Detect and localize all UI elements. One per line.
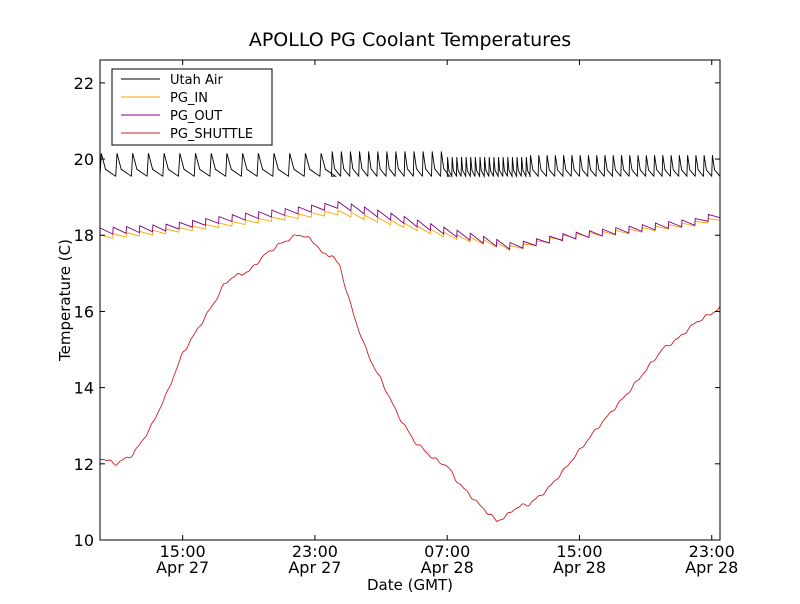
x-tick-label-date: Apr 27 [288,558,341,577]
y-tick-label: 20 [74,150,94,169]
series-layer [99,151,721,523]
series-line-utah-air [99,151,721,178]
x-tick-label-date: Apr 28 [685,558,738,577]
x-tick-label-time: 15:00 [556,542,602,561]
x-tick-label-time: 07:00 [424,542,470,561]
x-tick-label-time: 15:00 [160,542,206,561]
x-tick-label-date: Apr 28 [553,558,606,577]
y-tick-label: 10 [74,531,94,550]
series-line-pg-in [99,209,721,251]
legend-label-utah-air: Utah Air [170,73,223,88]
plot-frame [99,59,721,541]
x-tick-label-time: 23:00 [292,542,338,561]
legend-label-pg-in: PG_IN [170,91,208,106]
x-tick-label-date: Apr 28 [421,558,474,577]
x-axis-label: Date (GMT) [367,576,453,594]
y-tick-label: 16 [74,302,94,321]
series-line-pg-shuttle [100,234,721,523]
legend-box [111,68,273,146]
y-tick-label: 22 [74,74,94,93]
y-tick-label: 14 [74,379,94,398]
legend-label-pg-shuttle: PG_SHUTTLE [170,127,253,142]
series-line-pg-out [99,200,721,251]
x-tick-label-date: Apr 27 [156,558,209,577]
legend: Utah Air PG_IN PG_OUT PG_SHUTTLE [111,68,273,146]
y-tick-label: 12 [74,455,94,474]
legend-label-pg-out: PG_OUT [170,109,222,124]
x-tick-label-time: 23:00 [689,542,735,561]
chart-title: APOLLO PG Coolant Temperatures [249,29,571,51]
y-axis-label: Temperature (C) [56,239,74,362]
y-tick-label: 18 [74,226,94,245]
